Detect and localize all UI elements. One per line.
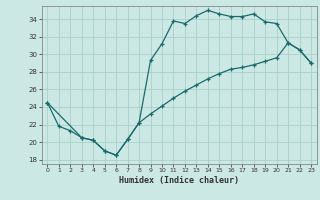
X-axis label: Humidex (Indice chaleur): Humidex (Indice chaleur) — [119, 176, 239, 185]
